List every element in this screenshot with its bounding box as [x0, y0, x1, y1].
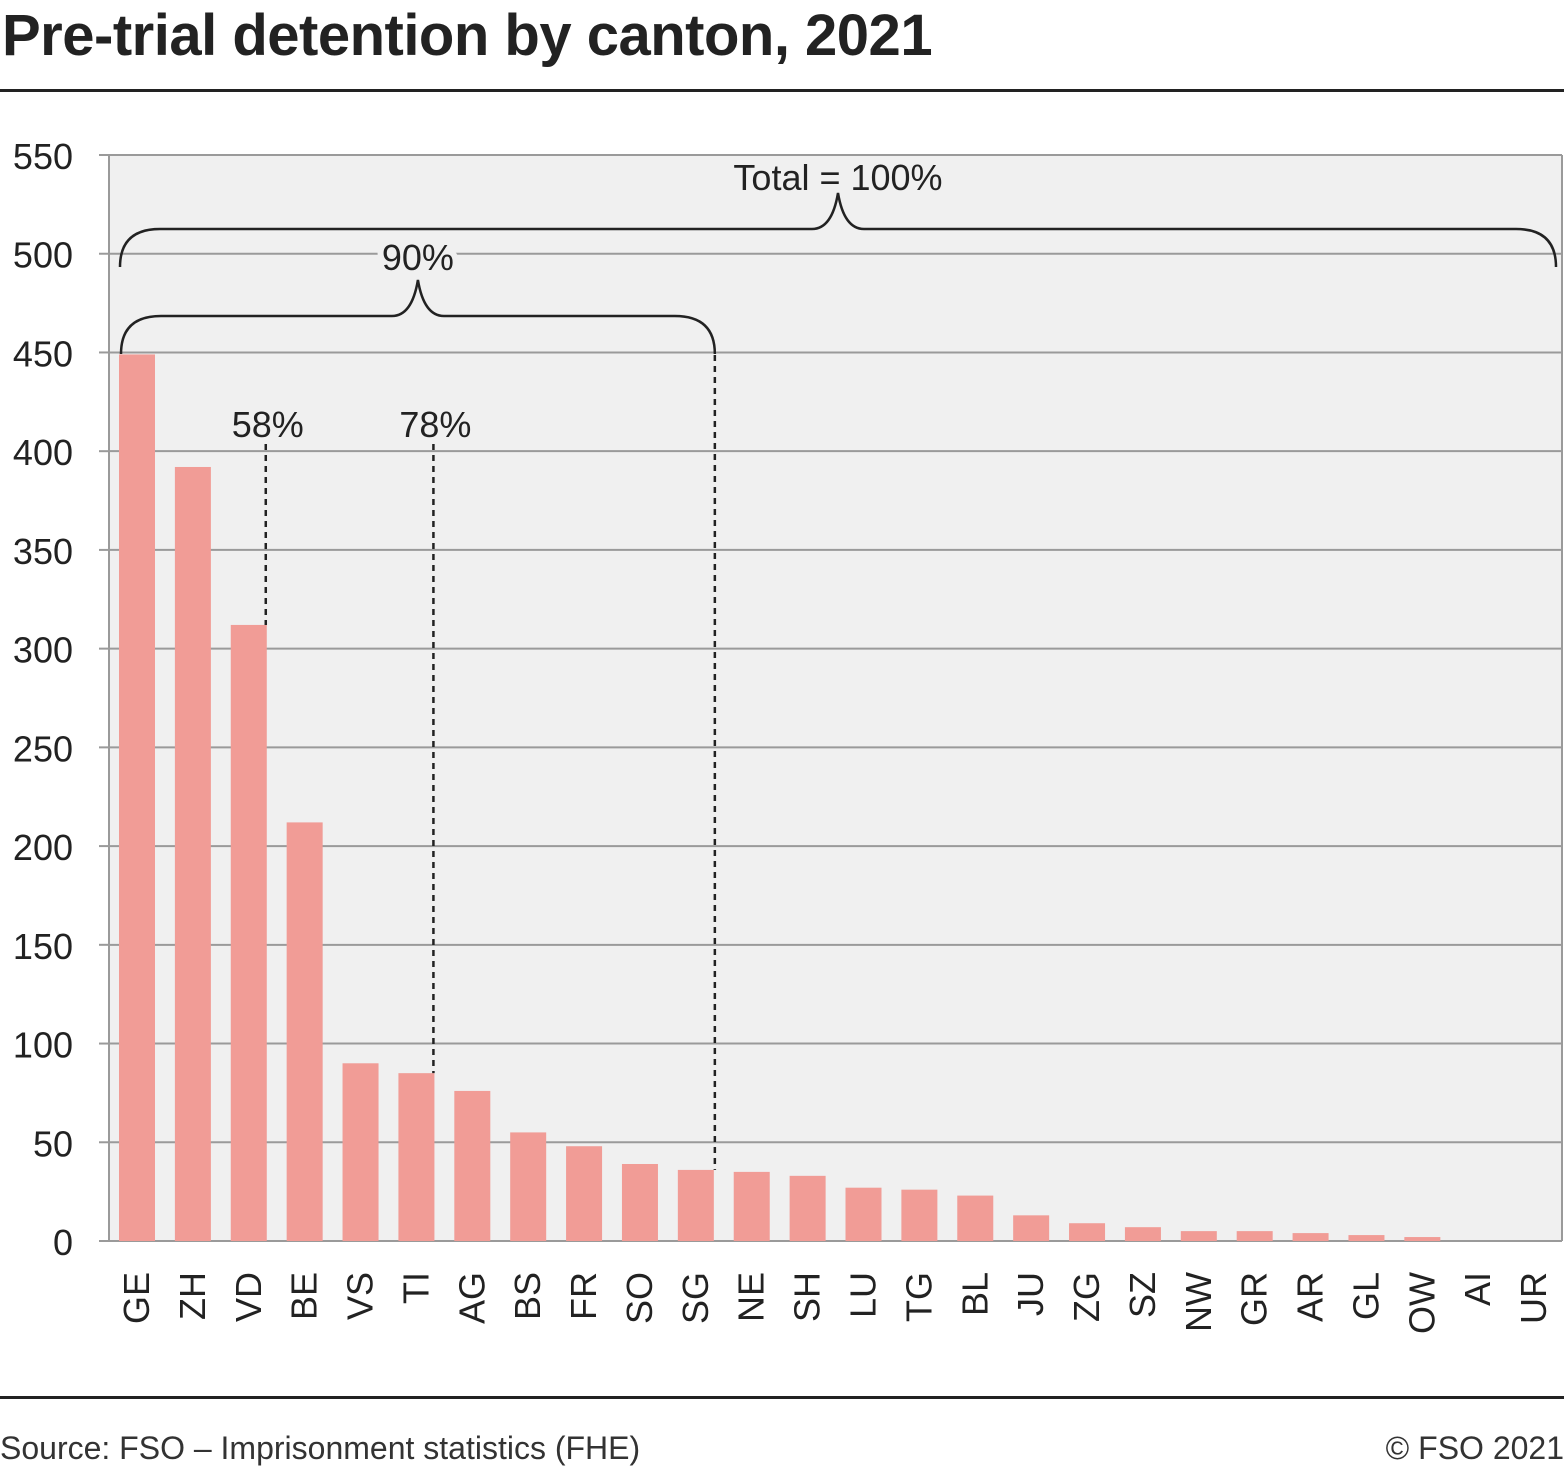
bar-be — [286, 822, 323, 1241]
y-tick-label: 0 — [53, 1222, 73, 1263]
bar-ju — [1013, 1215, 1050, 1241]
y-tick-label: 350 — [13, 531, 73, 572]
x-tick-label: JU — [1010, 1272, 1051, 1316]
x-tick-label: OW — [1401, 1272, 1442, 1334]
source-note: Source: FSO – Imprisonment statistics (F… — [0, 1430, 641, 1466]
y-axis-ticks: 0 50 100 150 200 250 300 350 400 450 500 550 — [13, 136, 109, 1263]
bar-zh — [174, 466, 211, 1242]
x-axis-labels: GE ZH VD BE VS TI AG BS FR SO SG NE SH LU TG BL JU ZG SZ NW… — [116, 1272, 1554, 1334]
bar-ow — [1404, 1237, 1441, 1241]
x-tick-label: ZG — [1066, 1272, 1107, 1322]
bar-bs — [510, 1132, 547, 1241]
x-tick-label: ZH — [172, 1272, 213, 1320]
y-tick-label: 150 — [13, 926, 73, 967]
y-tick-label: 550 — [13, 136, 73, 177]
bar-ti — [398, 1073, 435, 1241]
bar-vd — [230, 624, 267, 1241]
x-tick-label: SO — [619, 1272, 660, 1324]
bar-ge — [119, 354, 155, 1241]
x-tick-label: AR — [1290, 1272, 1331, 1322]
bar-chart: 0 50 100 150 200 250 300 350 400 450 500 550 GE ZH VD B… — [13, 136, 1563, 1334]
bar-tg — [901, 1189, 938, 1241]
x-tick-label: UR — [1513, 1272, 1554, 1324]
x-tick-label: TG — [898, 1272, 939, 1322]
bar-gl — [1348, 1235, 1385, 1241]
title-rule — [0, 89, 1564, 92]
annotations: Total = 100% 90% 58% 78% — [118, 152, 1558, 1170]
total-annotation-label: Total = 100% — [733, 157, 942, 198]
x-tick-label: VS — [340, 1272, 381, 1320]
x-tick-label: AI — [1457, 1272, 1498, 1306]
x-tick-label: BE — [284, 1272, 325, 1320]
y-tick-label: 500 — [13, 235, 73, 276]
share-90-annotation-bracket — [119, 279, 717, 355]
x-tick-label: SG — [675, 1272, 716, 1324]
bar-gr — [1236, 1231, 1273, 1241]
footer-rule — [0, 1396, 1564, 1399]
y-tick-label: 450 — [13, 333, 73, 374]
x-tick-label: GE — [116, 1272, 157, 1324]
y-tick-label: 200 — [13, 827, 73, 868]
share-marker-label: 78% — [399, 404, 471, 445]
bar-ar — [1292, 1233, 1329, 1241]
total-annotation-bracket — [118, 192, 1558, 268]
bar-sg — [677, 1169, 714, 1241]
bar-lu — [845, 1187, 882, 1241]
share-90-annotation-label: 90% — [382, 237, 454, 278]
x-tick-label: NW — [1178, 1272, 1219, 1332]
y-tick-label: 250 — [13, 728, 73, 769]
x-tick-label: NE — [731, 1272, 772, 1322]
x-tick-label: BS — [507, 1272, 548, 1320]
bar-sh — [789, 1175, 826, 1241]
x-tick-label: GL — [1345, 1272, 1386, 1320]
x-tick-label: SZ — [1122, 1272, 1163, 1318]
x-tick-label: FR — [563, 1272, 604, 1320]
bars — [119, 354, 1441, 1242]
bar-ne — [733, 1171, 770, 1241]
bar-nw — [1180, 1231, 1217, 1241]
x-tick-label: SH — [787, 1272, 828, 1322]
y-tick-label: 100 — [13, 1025, 73, 1066]
bar-sz — [1124, 1227, 1161, 1241]
x-tick-label: TI — [395, 1272, 436, 1304]
bar-vs — [342, 1063, 379, 1241]
x-tick-label: AG — [451, 1272, 492, 1324]
x-tick-label: LU — [843, 1272, 884, 1318]
copyright-note: © FSO 2021 — [1385, 1430, 1564, 1466]
share-marker-label: 58% — [232, 404, 304, 445]
bar-bl — [957, 1195, 994, 1241]
bar-zg — [1069, 1223, 1106, 1241]
x-tick-label: GR — [1234, 1272, 1275, 1326]
bar-ag — [454, 1090, 491, 1241]
y-tick-label: 400 — [13, 432, 73, 473]
plot-area — [109, 155, 1562, 1241]
bar-so — [621, 1163, 658, 1241]
x-tick-label: VD — [228, 1272, 269, 1322]
x-tick-label: BL — [954, 1272, 995, 1316]
bar-fr — [566, 1146, 603, 1241]
y-tick-label: 50 — [33, 1123, 73, 1164]
y-tick-label: 300 — [13, 630, 73, 671]
chart-title: Pre-trial detention by canton, 2021 — [2, 3, 933, 68]
